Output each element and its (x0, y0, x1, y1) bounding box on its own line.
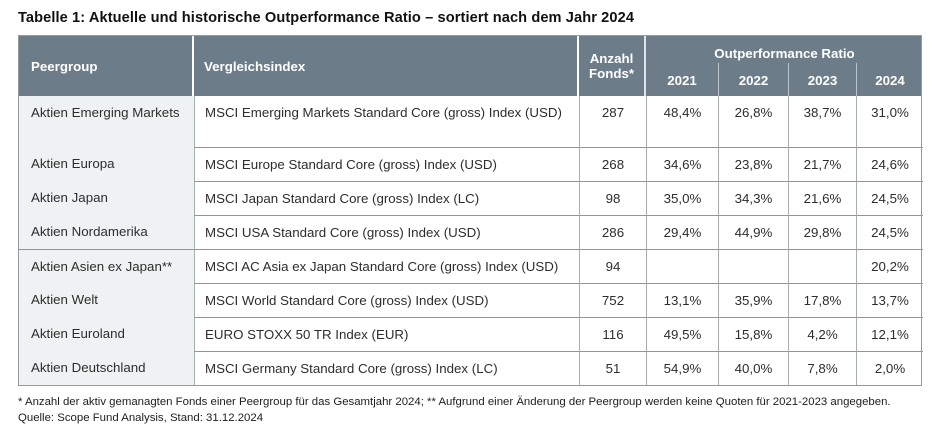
cell-ratio-2021: 29,4% (646, 215, 718, 249)
cell-ratio-2022: 23,8% (718, 147, 788, 181)
cell-anzahl-fonds: 268 (579, 147, 646, 181)
cell-ratio-2024: 24,5% (856, 215, 923, 249)
cell-ratio-2022: 26,8% (718, 96, 788, 147)
cell-ratio-2023: 38,7% (788, 96, 856, 147)
table-row: Aktien Asien ex Japan** MSCI AC Asia ex … (19, 249, 923, 283)
table-header: Peergroup Vergleichsindex Anzahl Fonds* … (19, 36, 921, 96)
cell-ratio-2023: 7,8% (788, 351, 856, 385)
cell-ratio-2023: 4,2% (788, 317, 856, 351)
cell-ratio-2023: 17,8% (788, 283, 856, 317)
cell-ratio-2021: 35,0% (646, 181, 718, 215)
cell-ratio-2024: 24,6% (856, 147, 923, 181)
cell-ratio-2023 (788, 249, 856, 283)
cell-ratio-2024: 24,5% (856, 181, 923, 215)
cell-ratio-2024: 12,1% (856, 317, 923, 351)
cell-ratio-2022: 35,9% (718, 283, 788, 317)
cell-ratio-2022: 44,9% (718, 215, 788, 249)
cell-anzahl-fonds: 94 (579, 249, 646, 283)
cell-anzahl-fonds: 116 (579, 317, 646, 351)
cell-peergroup: Aktien Emerging Markets (19, 96, 194, 147)
header-year-2021: 2021 (667, 73, 697, 88)
cell-ratio-2024: 13,7% (856, 283, 923, 317)
cell-ratio-2024: 2,0% (856, 351, 923, 385)
cell-vergleichsindex: MSCI Japan Standard Core (gross) Index (… (194, 181, 579, 215)
cell-vergleichsindex: MSCI World Standard Core (gross) Index (… (194, 283, 579, 317)
cell-peergroup: Aktien Deutschland (19, 351, 194, 385)
table-body: Aktien Emerging Markets MSCI Emerging Ma… (19, 96, 923, 385)
table-title: Tabelle 1: Aktuelle und historische Outp… (18, 10, 635, 26)
cell-anzahl-fonds: 752 (579, 283, 646, 317)
header-vergleichsindex: Vergleichsindex (194, 36, 579, 96)
table-notes: * Anzahl der aktiv gemanagten Fonds eine… (18, 394, 940, 426)
cell-ratio-2022 (718, 249, 788, 283)
header-outperformance-ratio: Outperformance Ratio (714, 46, 855, 61)
header-year-2022: 2022 (718, 63, 788, 96)
cell-peergroup: Aktien Euroland (19, 317, 194, 351)
cell-vergleichsindex: MSCI Europe Standard Core (gross) Index … (194, 147, 579, 181)
table-row: Aktien Europa MSCI Europe Standard Core … (19, 147, 923, 181)
cell-peergroup: Aktien Japan (19, 181, 194, 215)
cell-anzahl-fonds: 287 (579, 96, 646, 147)
table-row: Aktien Japan MSCI Japan Standard Core (g… (19, 181, 923, 215)
table-row: Aktien Euroland EURO STOXX 50 TR Index (… (19, 317, 923, 351)
header-year-2023: 2023 (788, 63, 856, 96)
cell-peergroup: Aktien Welt (19, 283, 194, 317)
cell-ratio-2022: 40,0% (718, 351, 788, 385)
cell-peergroup: Aktien Asien ex Japan** (19, 249, 194, 283)
cell-ratio-2024: 31,0% (856, 96, 923, 147)
table-row: Aktien Welt MSCI World Standard Core (gr… (19, 283, 923, 317)
cell-ratio-2021: 54,9% (646, 351, 718, 385)
cell-ratio-2023: 21,6% (788, 181, 856, 215)
cell-ratio-2022: 15,8% (718, 317, 788, 351)
cell-vergleichsindex: EURO STOXX 50 TR Index (EUR) (194, 317, 579, 351)
table-row: Aktien Deutschland MSCI Germany Standard… (19, 351, 923, 385)
table-row: Aktien Emerging Markets MSCI Emerging Ma… (19, 96, 921, 147)
header-year-2024: 2024 (856, 63, 923, 96)
cell-ratio-2022: 34,3% (718, 181, 788, 215)
cell-ratio-2024: 20,2% (856, 249, 923, 283)
cell-anzahl-fonds: 98 (579, 181, 646, 215)
cell-ratio-2021: 48,4% (646, 96, 718, 147)
cell-ratio-2021 (646, 249, 718, 283)
cell-ratio-2023: 21,7% (788, 147, 856, 181)
header-anzahl-fonds: Anzahl Fonds* (579, 36, 646, 96)
table-row: Aktien Nordamerika MSCI USA Standard Cor… (19, 215, 923, 249)
source-line: Quelle: Scope Fund Analysis, Stand: 31.1… (18, 412, 264, 424)
cell-vergleichsindex: MSCI Germany Standard Core (gross) Index… (194, 351, 579, 385)
cell-ratio-2021: 49,5% (646, 317, 718, 351)
cell-anzahl-fonds: 286 (579, 215, 646, 249)
cell-peergroup: Aktien Nordamerika (19, 215, 194, 249)
header-peergroup: Peergroup (19, 36, 194, 96)
cell-anzahl-fonds: 51 (579, 351, 646, 385)
cell-vergleichsindex: MSCI USA Standard Core (gross) Index (US… (194, 215, 579, 249)
cell-vergleichsindex: MSCI AC Asia ex Japan Standard Core (gro… (194, 249, 579, 283)
cell-ratio-2023: 29,8% (788, 215, 856, 249)
cell-ratio-2021: 13,1% (646, 283, 718, 317)
cell-peergroup: Aktien Europa (19, 147, 194, 181)
outperformance-ratio-table: Peergroup Vergleichsindex Anzahl Fonds* … (18, 35, 923, 386)
footnote: * Anzahl der aktiv gemanagten Fonds eine… (18, 396, 891, 408)
cell-ratio-2021: 34,6% (646, 147, 718, 181)
cell-vergleichsindex: MSCI Emerging Markets Standard Core (gro… (194, 96, 579, 147)
